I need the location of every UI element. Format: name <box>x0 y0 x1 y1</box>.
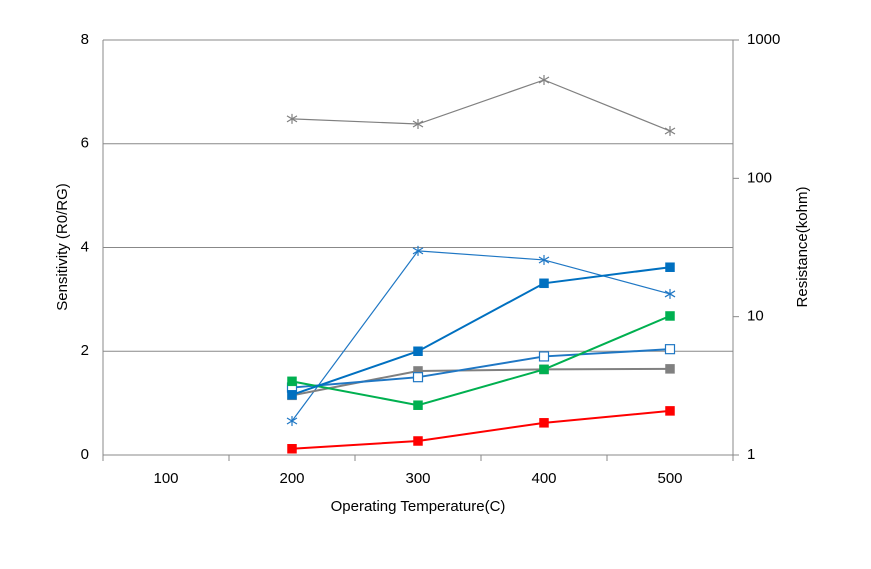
x-tick-label: 100 <box>153 470 178 487</box>
marker-stroke <box>664 127 676 135</box>
marker <box>413 346 423 356</box>
marker <box>665 364 675 374</box>
x-tick-label: 400 <box>531 470 556 487</box>
x-tick-label: 200 <box>279 470 304 487</box>
series-line <box>291 315 671 407</box>
marker-stroke <box>538 76 550 84</box>
marker <box>665 406 675 416</box>
marker <box>539 278 549 289</box>
marker-stroke <box>286 417 298 425</box>
marker-stroke <box>664 290 676 298</box>
x-tick-label: 500 <box>657 470 682 487</box>
marker-stroke <box>412 120 424 128</box>
y2-tick-label: 1 <box>747 446 755 463</box>
marker <box>664 125 676 136</box>
series-line <box>291 266 671 396</box>
series-line <box>291 79 671 132</box>
marker <box>538 254 550 265</box>
y2-tick-label: 100 <box>747 169 772 186</box>
marker <box>664 288 676 299</box>
y-tick-label: 4 <box>81 238 89 255</box>
y2-tick-label: 10 <box>747 308 764 325</box>
marker <box>539 418 549 428</box>
y2-tick-label: 1000 <box>747 31 780 48</box>
marker <box>538 351 550 362</box>
marker-stroke <box>412 247 424 255</box>
marker <box>413 436 423 446</box>
marker <box>665 311 675 321</box>
y-tick-label: 0 <box>81 446 89 463</box>
marker <box>412 119 424 130</box>
marker <box>538 74 550 85</box>
marker <box>539 364 549 375</box>
marker <box>286 416 298 427</box>
series-line <box>291 348 671 389</box>
marker <box>664 344 676 355</box>
x-axis-label: Operating Temperature(C) <box>331 498 506 515</box>
series-line <box>291 409 671 450</box>
marker <box>412 372 424 383</box>
series-line <box>291 250 671 422</box>
marker <box>287 376 297 387</box>
y-tick-label: 6 <box>81 135 89 152</box>
marker <box>413 400 423 410</box>
marker <box>665 262 675 272</box>
y-tick-label: 2 <box>81 342 89 359</box>
x-tick-label: 300 <box>405 470 430 487</box>
marker <box>287 444 297 454</box>
y2-axis-label: Resistance(kohm) <box>794 187 811 308</box>
y-axis-label: Sensitivity (R0/RG) <box>54 183 71 311</box>
marker <box>286 113 298 124</box>
marker <box>287 390 297 400</box>
marker-stroke <box>538 256 550 264</box>
marker-stroke <box>286 115 298 123</box>
marker <box>412 245 424 256</box>
y-tick-label: 8 <box>81 31 89 48</box>
